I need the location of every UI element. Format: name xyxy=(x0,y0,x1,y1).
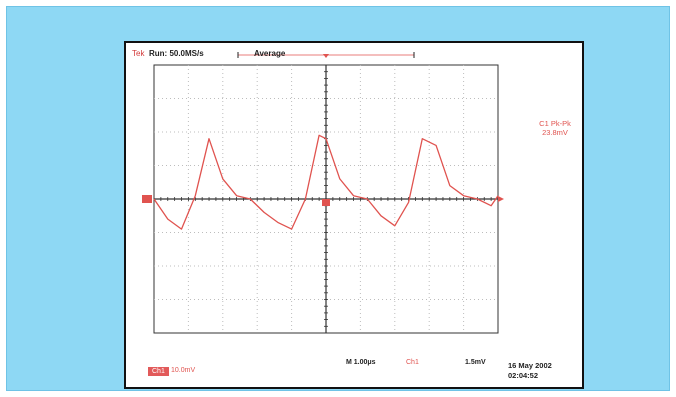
channel-tag: Ch1 xyxy=(148,367,169,376)
timestamp: 16 May 2002 02:04:52 xyxy=(508,361,552,381)
time-label: 02:04:52 xyxy=(508,371,539,380)
measurement-type: C1 Pk-Pk xyxy=(539,119,571,128)
brand-label: Tek xyxy=(132,49,145,58)
trace-end-marker xyxy=(498,196,504,202)
run-status: Run: 50.0MS/s xyxy=(149,49,204,58)
waveform-display xyxy=(142,52,504,334)
trigger-level-marker xyxy=(322,199,330,206)
date-label: 16 May 2002 xyxy=(508,361,552,370)
oscilloscope-screen: Tek Run: 50.0MS/s Average C1 Pk-Pk 23.8m… xyxy=(124,41,584,389)
acquisition-mode: Average xyxy=(254,49,286,58)
figure-frame: Tek Run: 50.0MS/s Average C1 Pk-Pk 23.8m… xyxy=(6,6,670,391)
measurement-value: 23.8mV xyxy=(542,128,568,137)
volts-per-div: 10.0mV xyxy=(171,367,196,374)
trigger-position-marker xyxy=(323,54,329,58)
measurement-readout: C1 Pk-Pk 23.8mV xyxy=(522,119,588,137)
waveform-trace xyxy=(153,134,499,230)
trigger-channel: Ch1 xyxy=(406,359,419,366)
trigger-level: 1.5mV xyxy=(465,359,486,366)
channel-ground-marker xyxy=(142,195,152,203)
timebase-readout: M 1.00μs xyxy=(346,359,376,366)
